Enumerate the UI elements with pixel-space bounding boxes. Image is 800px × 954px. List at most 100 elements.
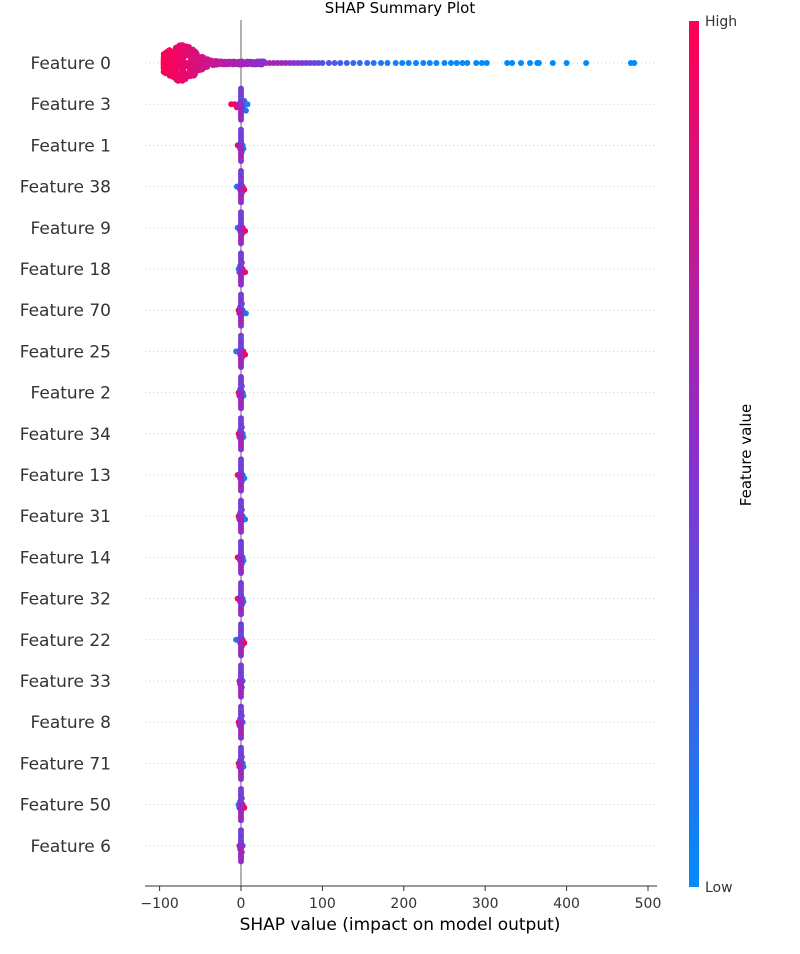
shap-point bbox=[631, 60, 638, 66]
shap-point bbox=[319, 60, 326, 66]
shap-point bbox=[167, 47, 174, 54]
shap-point bbox=[478, 60, 485, 66]
shap-point bbox=[180, 65, 187, 72]
shap-point bbox=[238, 281, 244, 288]
shap-point bbox=[290, 60, 297, 66]
shap-points bbox=[160, 42, 638, 865]
feature-label: Feature 32 bbox=[20, 590, 111, 610]
shap-point bbox=[325, 60, 332, 66]
shap-point bbox=[509, 60, 516, 66]
shap-point bbox=[483, 60, 490, 66]
shap-point bbox=[238, 528, 244, 535]
shap-point bbox=[405, 60, 412, 66]
shap-point bbox=[303, 60, 310, 66]
feature-labels: Feature 0 Feature 3 Feature 1 Feature 38 Fea… bbox=[20, 54, 111, 857]
x-tick-label: 0 bbox=[237, 896, 246, 912]
shap-point bbox=[243, 58, 250, 65]
shap-point bbox=[238, 487, 244, 494]
x-tick-label: 400 bbox=[553, 896, 580, 912]
shap-point bbox=[433, 60, 440, 66]
shap-point bbox=[173, 70, 180, 77]
shap-point bbox=[364, 60, 371, 66]
shap-point bbox=[192, 65, 199, 72]
shap-point bbox=[448, 60, 454, 66]
shap-point bbox=[238, 199, 244, 206]
feature-label: Feature 0 bbox=[31, 54, 111, 74]
shap-point bbox=[160, 66, 167, 73]
colorbar-title: Feature value bbox=[737, 404, 755, 506]
shap-point bbox=[399, 60, 406, 66]
shap-point bbox=[238, 858, 244, 865]
shap-point bbox=[181, 51, 188, 58]
shap-point bbox=[165, 60, 172, 67]
x-tick-label: −100 bbox=[140, 896, 178, 912]
shap-point bbox=[278, 60, 285, 66]
feature-label: Feature 1 bbox=[31, 136, 111, 156]
shap-point bbox=[426, 60, 433, 66]
shap-point bbox=[238, 446, 244, 453]
shap-point bbox=[257, 60, 264, 67]
shap-point bbox=[213, 58, 220, 65]
shap-point bbox=[392, 60, 399, 66]
shap-point bbox=[527, 60, 533, 66]
feature-label: Feature 14 bbox=[20, 548, 111, 568]
shap-point bbox=[535, 60, 542, 66]
shap-point bbox=[266, 60, 273, 66]
shap-point bbox=[181, 72, 188, 79]
shap-point bbox=[184, 61, 191, 68]
shap-point bbox=[343, 60, 350, 66]
shap-point bbox=[171, 63, 178, 69]
feature-label: Feature 71 bbox=[20, 754, 111, 774]
shap-point bbox=[583, 60, 590, 66]
colorbar-low-label: Low bbox=[705, 880, 733, 896]
shap-point bbox=[173, 49, 180, 55]
shap-point bbox=[164, 52, 171, 59]
feature-label: Feature 33 bbox=[20, 672, 111, 692]
shap-point bbox=[378, 60, 384, 66]
shap-point bbox=[459, 60, 466, 66]
colorbar-high-label: High bbox=[705, 14, 737, 30]
shap-point bbox=[202, 57, 209, 64]
x-axis-title: SHAP value (impact on model output) bbox=[240, 915, 561, 935]
colorbar: High Low Feature value bbox=[689, 14, 755, 896]
shap-point bbox=[413, 60, 419, 66]
feature-label: Feature 25 bbox=[20, 342, 111, 362]
feature-label: Feature 50 bbox=[20, 796, 111, 816]
shap-point bbox=[453, 60, 460, 66]
feature-label: Feature 8 bbox=[31, 713, 111, 733]
chart-title: SHAP Summary Plot bbox=[325, 0, 476, 17]
feature-label: Feature 70 bbox=[20, 301, 111, 321]
shap-point bbox=[441, 60, 448, 66]
shap-point bbox=[185, 44, 192, 50]
shap-point bbox=[180, 56, 187, 63]
shap-point bbox=[238, 59, 245, 66]
shap-point bbox=[242, 310, 249, 317]
shap-point bbox=[473, 60, 480, 66]
shap-point bbox=[238, 817, 244, 824]
shap-point bbox=[549, 60, 556, 66]
x-axis: −100 0 100 200 300 400 500 bbox=[140, 885, 662, 912]
x-tick-label: 200 bbox=[390, 896, 417, 912]
shap-point bbox=[420, 60, 427, 66]
shap-point bbox=[238, 116, 244, 123]
shap-point bbox=[238, 158, 244, 164]
shap-point bbox=[238, 693, 244, 700]
shap-point bbox=[337, 60, 344, 66]
shap-point bbox=[244, 101, 251, 108]
feature-row-guides bbox=[145, 62, 657, 847]
feature-label: Feature 18 bbox=[20, 260, 111, 280]
x-tick-label: 500 bbox=[635, 896, 662, 912]
feature-label: Feature 38 bbox=[20, 178, 111, 198]
feature-label: Feature 2 bbox=[31, 384, 111, 404]
shap-point bbox=[238, 776, 244, 782]
shap-point bbox=[204, 62, 211, 69]
shap-point bbox=[370, 60, 377, 66]
shap-point bbox=[238, 364, 244, 370]
shap-point bbox=[219, 61, 226, 68]
shap-point bbox=[464, 60, 471, 66]
shap-point bbox=[238, 734, 244, 741]
shap-point bbox=[168, 72, 175, 79]
shap-point bbox=[356, 60, 363, 66]
shap-point bbox=[563, 60, 570, 66]
